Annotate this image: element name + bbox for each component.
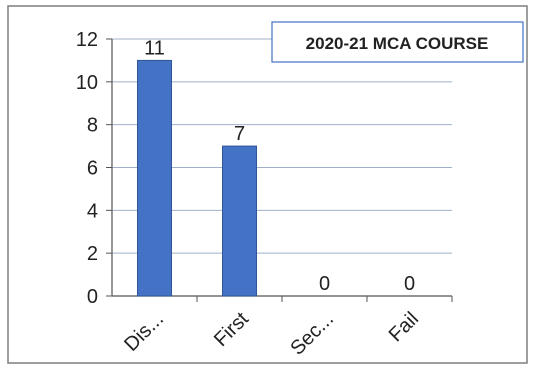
y-tick-label: 4: [87, 200, 98, 222]
y-tick-label: 6: [87, 158, 98, 180]
data-labels: 11 7 0 0: [144, 37, 415, 295]
bar: [137, 59, 172, 297]
chart-title: 2020-21 MCA COURSE: [306, 34, 489, 53]
y-tick-label: 2: [87, 243, 98, 265]
y-tick-label: 0: [87, 286, 98, 308]
bars: [137, 59, 257, 297]
data-label: 11: [144, 37, 165, 59]
y-tick-label: 8: [87, 115, 98, 137]
y-tick-label: 12: [76, 29, 98, 51]
data-label: 0: [319, 273, 330, 295]
y-tick-label: 10: [76, 72, 98, 94]
axes: [106, 38, 453, 302]
title-box: [271, 21, 524, 63]
data-label: 0: [404, 273, 415, 295]
chart-border: [7, 5, 528, 364]
data-label: 7: [234, 123, 245, 145]
bar: [222, 145, 257, 297]
